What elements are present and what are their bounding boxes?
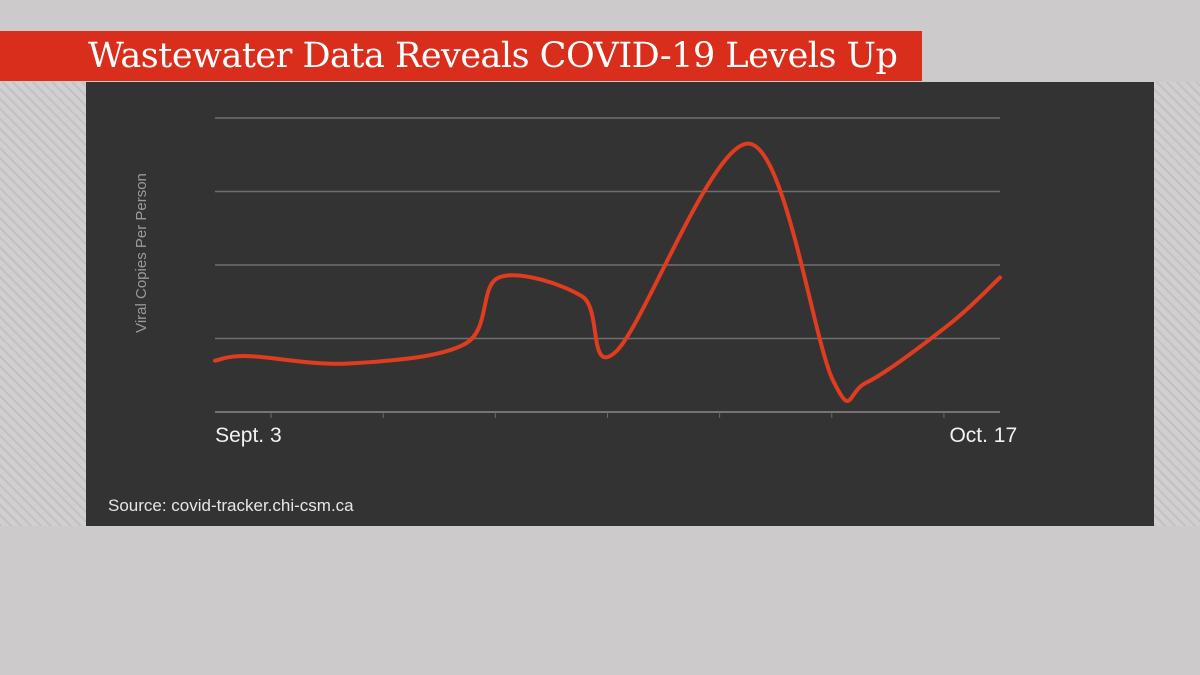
series-layer <box>213 141 1002 404</box>
chart-panel: Sept. 3 Oct. 17 Viral Copies Per Person S… <box>86 82 1154 526</box>
chart-title: Wastewater Data Reveals COVID-19 Levels … <box>88 36 898 76</box>
title-bar: Wastewater Data Reveals COVID-19 Levels … <box>0 31 922 81</box>
tick-labels: Sept. 3 Oct. 17 <box>215 424 1017 447</box>
x-tick-label-1: Sept. 3 <box>215 424 282 447</box>
hatch-left <box>0 82 86 526</box>
line-chart: Sept. 3 Oct. 17 Viral Copies Per Person <box>133 117 1017 447</box>
series-line-1 <box>213 141 1002 404</box>
x-axis <box>215 411 1000 418</box>
source-credit: Source: covid-tracker.chi-csm.ca <box>108 496 354 515</box>
x-tick-label-2: Oct. 17 <box>949 424 1017 447</box>
hatch-right <box>1154 82 1200 526</box>
gridlines <box>215 117 1000 340</box>
y-axis-label: Viral Copies Per Person <box>133 173 150 333</box>
